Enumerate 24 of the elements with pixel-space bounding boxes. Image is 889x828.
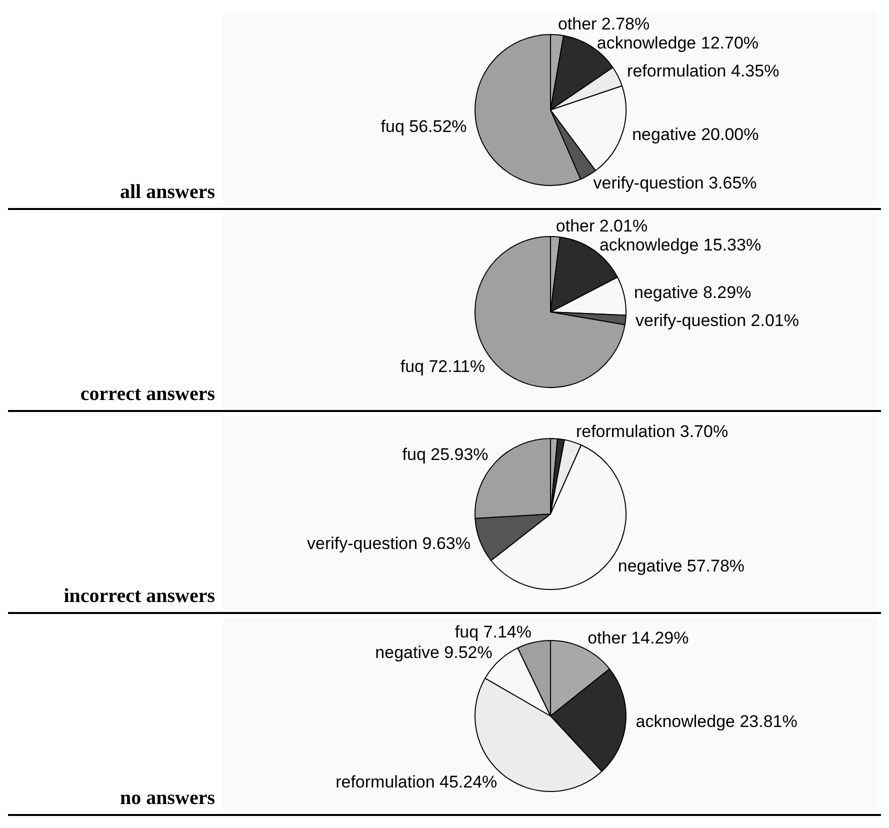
slice-label: acknowledge 15.33% (599, 235, 762, 254)
slice-label: reformulation 3.70% (576, 422, 728, 442)
slice-label: negative 8.29% (634, 283, 752, 302)
slice-label: other 14.29% (588, 628, 689, 648)
slice-label: verify-question 9.63% (307, 534, 471, 553)
slice-label: fuq 25.93% (402, 445, 488, 464)
slice-label: other 2.78% (558, 14, 650, 34)
text: all answers (119, 181, 216, 205)
slice-label: fuq 72.11% (400, 356, 486, 376)
slice-label: acknowledge 23.81% (636, 712, 798, 732)
slice-label: fuq 56.52% (380, 117, 467, 136)
slice-label: negative 57.78% (618, 556, 745, 576)
text: no answers (118, 787, 216, 811)
slice-label: reformulation 45.24% (336, 772, 498, 792)
slice-label: verify-question 3.65% (593, 174, 757, 193)
slice-label: negative 20.00% (632, 125, 759, 144)
slice-label: fuq 7.14% (454, 622, 532, 642)
slice-label: verify-question 2.01% (636, 310, 799, 330)
text: correct answers (79, 383, 216, 407)
slice-label: reformulation 4.35% (627, 62, 780, 81)
slice-label: acknowledge 12.70% (596, 34, 759, 53)
slice-label: negative 9.52% (375, 642, 492, 662)
slice-label: other 2.01% (556, 216, 648, 236)
text: incorrect answers (62, 585, 216, 609)
